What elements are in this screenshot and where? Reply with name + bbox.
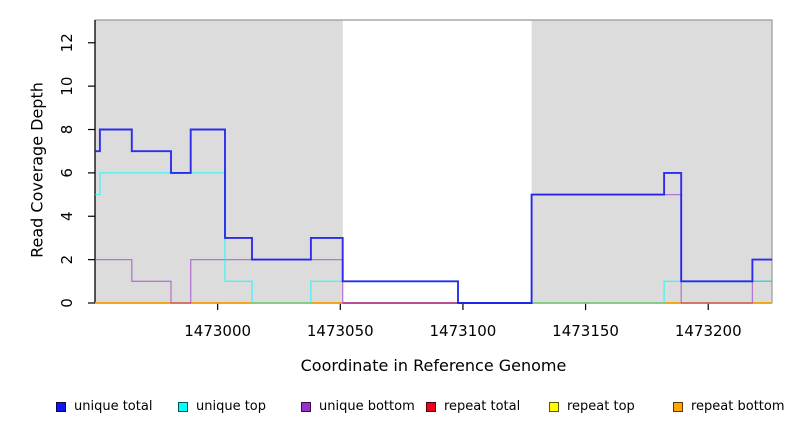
y-tick-label: 2 [58,255,76,265]
repeat-region-band [95,20,343,303]
plot-box-border [95,19,773,303]
x-tick-label: 1473200 [675,322,742,340]
x-tick-label: 1473000 [184,322,251,340]
repeat-region-band [531,20,772,303]
x-tick-label: 1473150 [552,322,619,340]
x-tick-label: 1473050 [307,322,374,340]
y-tick-label: 10 [58,77,76,96]
x-tick-label: 1473100 [430,322,497,340]
y-tick-label: 8 [58,125,76,135]
y-tick-label: 4 [58,211,76,221]
series-line-unique-total [95,128,772,304]
y-axis-title: Read Coverage Depth [27,82,47,258]
x-axis-title: Coordinate in Reference Genome [300,356,567,375]
series-line-unique-top [95,172,772,304]
y-tick-label: 0 [58,298,76,308]
y-tick-label: 12 [58,33,76,52]
y-tick-label: 6 [58,168,76,178]
